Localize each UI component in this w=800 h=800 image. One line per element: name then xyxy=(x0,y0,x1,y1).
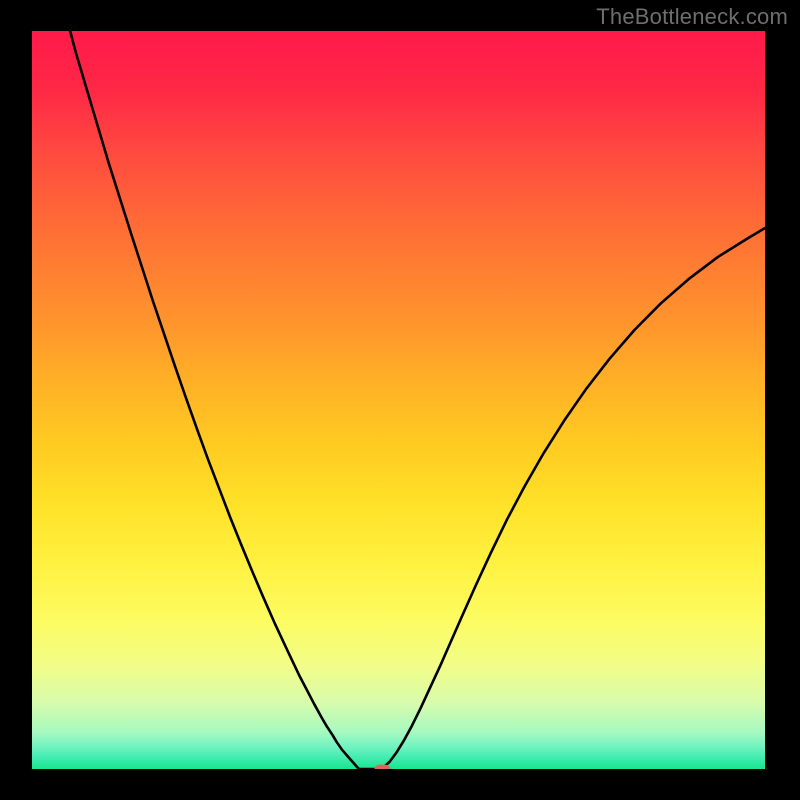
bottleneck-chart xyxy=(0,0,800,800)
plot-background xyxy=(32,31,765,769)
watermark-text: TheBottleneck.com xyxy=(596,4,788,30)
chart-container: TheBottleneck.com xyxy=(0,0,800,800)
